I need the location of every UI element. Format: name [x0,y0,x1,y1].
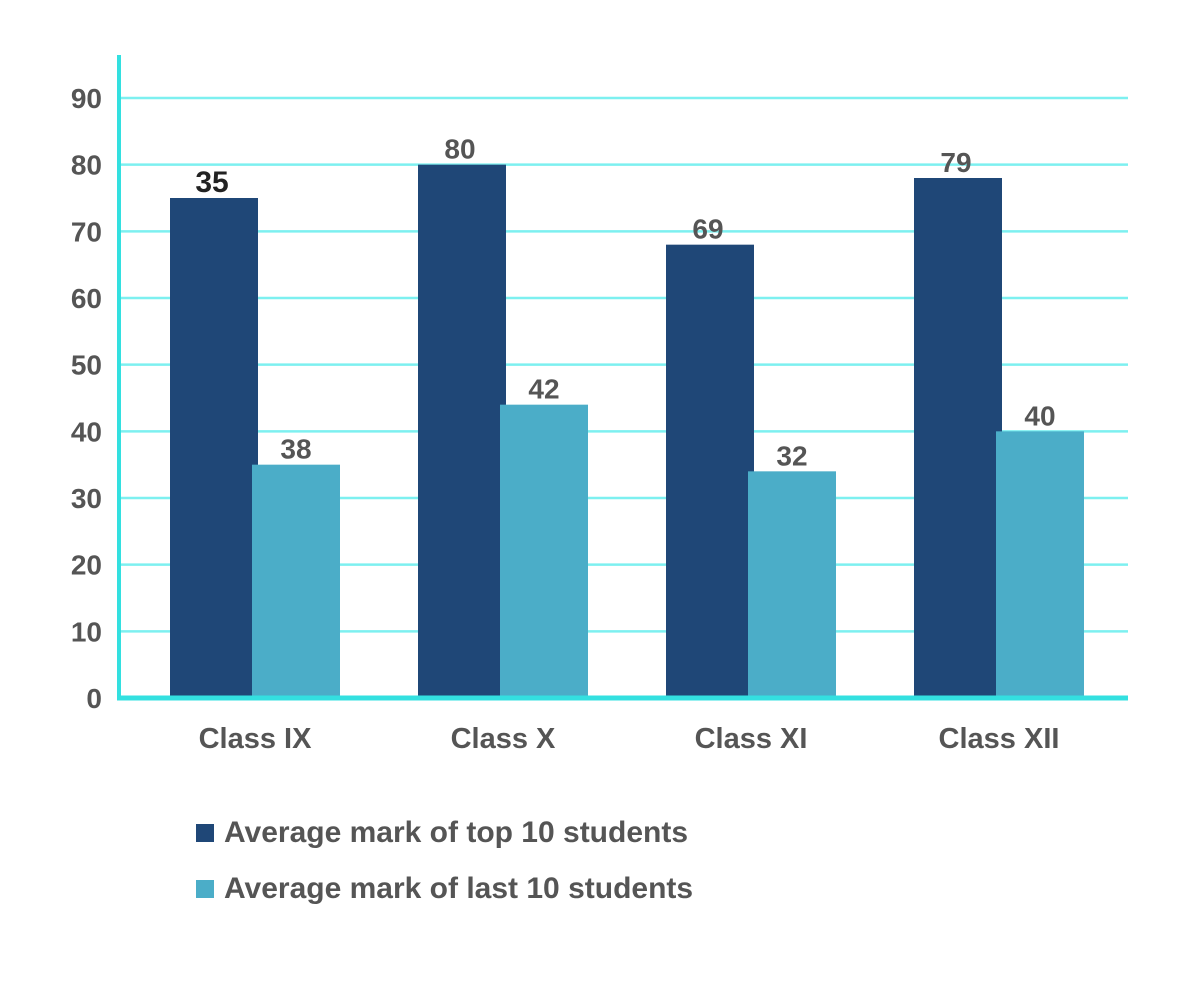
y-tick-label-50: 50 [71,350,102,381]
legend-item-top: Average mark of top 10 students [196,808,693,858]
data-label-top-1: 80 [444,134,475,165]
x-tick-label-1: Class X [451,723,556,755]
y-tick-label-80: 80 [71,150,102,181]
data-label-top-0: 35 [195,166,228,199]
bar-top-1 [418,164,506,698]
y-tick-label-20: 20 [71,550,102,581]
legend: Average mark of top 10 students Average … [196,808,693,920]
x-tick-label-2: Class XI [695,723,808,755]
data-label-last-3: 40 [1024,400,1055,431]
bar-last-2 [748,471,836,698]
axes [117,55,1128,701]
bar-last-1 [500,404,588,698]
legend-swatch-top [196,824,214,842]
y-tick-label-70: 70 [71,216,102,247]
data-label-top-2: 69 [692,214,723,245]
bars [170,164,1084,698]
data-label-top-3: 79 [940,147,971,178]
bar-last-3 [996,431,1084,698]
labels: 0 10 20 30 40 50 60 70 80 90 35 38 Class IX 80 42 Class… [71,83,1060,755]
bar-last-0 [252,464,340,698]
data-label-last-0: 38 [280,434,311,465]
y-tick-label-60: 60 [71,283,102,314]
x-tick-label-3: Class XII [939,723,1060,755]
data-label-last-1: 42 [528,374,559,405]
y-tick-label-30: 30 [71,483,102,514]
bar-top-0 [170,198,258,698]
y-tick-label-40: 40 [71,416,102,447]
legend-item-last: Average mark of last 10 students [196,864,693,914]
legend-swatch-last [196,880,214,898]
data-label-last-2: 32 [776,440,807,471]
y-tick-label-0: 0 [86,683,102,714]
legend-label-last: Average mark of last 10 students [224,872,694,905]
x-tick-label-0: Class IX [199,723,312,755]
bar-top-3 [914,178,1002,698]
y-tick-label-90: 90 [71,83,102,114]
y-tick-label-10: 10 [71,616,102,647]
legend-label-top: Average mark of top 10 students [224,816,689,849]
bar-top-2 [666,244,754,698]
